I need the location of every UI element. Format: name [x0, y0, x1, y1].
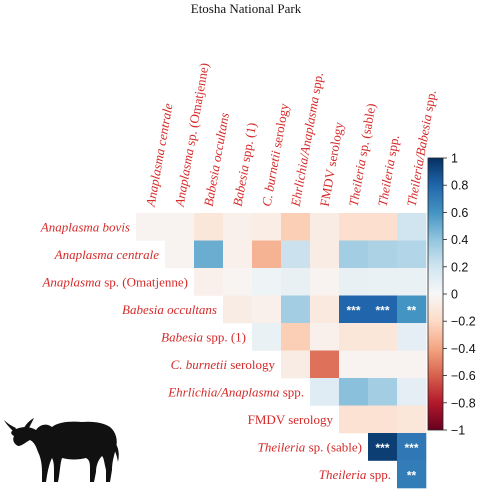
- colorbar-tick-label: 0.8: [451, 179, 468, 193]
- heatmap-cell: [397, 268, 427, 296]
- significance-markers: *** *** ***** *****: [346, 303, 418, 482]
- heatmap-cell: [310, 240, 340, 269]
- heatmap-cell: [339, 323, 369, 351]
- heatmap-cell: [223, 268, 253, 296]
- column-label: C. burnetii serology: [259, 102, 292, 208]
- heatmap-cell: [397, 378, 427, 406]
- heatmap-cell: [397, 213, 427, 241]
- colorbar-tick-label: 0: [451, 288, 458, 302]
- row-label: Theileria sp. (sable): [258, 439, 362, 454]
- heatmap-cells: [136, 213, 427, 489]
- heatmap-cell: [281, 268, 311, 296]
- significance-marker: ***: [404, 441, 418, 455]
- heatmap-cell: [194, 213, 224, 241]
- row-label: C. burnetii serology: [171, 357, 276, 372]
- colorbar: 1 0.8 0.6 0.4 0.2 0 −0.2 −0.4 −0.6 −0.8 −1: [427, 152, 476, 438]
- column-label: FMDV serology: [317, 120, 347, 207]
- row-label: Babesia occultans: [122, 302, 217, 317]
- column-label: Anaplasma centrale: [143, 102, 176, 209]
- column-label: Theileria sp. (sable): [346, 102, 379, 207]
- heatmap-cell: [223, 240, 253, 269]
- heatmap-cell: [281, 350, 311, 379]
- row-label: Ehrlichia/Anaplasma spp.: [167, 384, 304, 399]
- heatmap-cell: [368, 378, 398, 406]
- heatmap-cell: [310, 350, 340, 379]
- heatmap-cell: [136, 213, 166, 241]
- significance-marker: **: [407, 303, 417, 317]
- colorbar-tick-label: −0.2: [451, 315, 476, 329]
- heatmap-cell: [281, 240, 311, 269]
- colorbar-tick-label: 1: [451, 152, 458, 166]
- row-label: Theileria spp.: [319, 467, 391, 482]
- heatmap-cell: [281, 323, 311, 351]
- colorbar-tick-label: 0.6: [451, 206, 468, 220]
- heatmap-cell: [310, 295, 340, 324]
- heatmap-cell: [339, 350, 369, 379]
- row-label: Anaplasma centrale: [54, 247, 160, 262]
- heatmap-cell: [339, 405, 369, 434]
- wildebeest-silhouette-icon: [4, 418, 119, 482]
- heatmap-cell: [368, 433, 398, 461]
- heatmap-cell: [310, 213, 340, 241]
- heatmap-cell: [368, 213, 398, 241]
- heatmap-cell: [194, 240, 224, 269]
- chart-title: Etosha National Park: [191, 1, 302, 16]
- heatmap-cell: [194, 268, 224, 296]
- row-label: Anaplasma sp. (Omatjenne): [41, 274, 188, 289]
- heatmap-cell: [368, 405, 398, 434]
- heatmap-cell: [397, 240, 427, 269]
- heatmap-cell: [165, 213, 195, 241]
- significance-marker: ***: [375, 441, 389, 455]
- column-label: Theileria spp.: [375, 134, 402, 208]
- heatmap-cell: [252, 240, 282, 269]
- heatmap-cell: [310, 323, 340, 351]
- row-label: FMDV serology: [248, 412, 334, 427]
- heatmap-cell: [397, 295, 427, 324]
- heatmap-cell: [281, 213, 311, 241]
- column-label: Babesia spp. (1): [230, 121, 260, 207]
- colorbar-tick-label: −0.8: [451, 396, 476, 410]
- heatmap-cell: [397, 460, 427, 489]
- heatmap-cell: [223, 213, 253, 241]
- heatmap-cell: [397, 405, 427, 434]
- significance-marker: ***: [375, 303, 389, 317]
- heatmap-cell: [368, 323, 398, 351]
- significance-marker: **: [407, 468, 417, 482]
- row-label: Anaplasma bovis: [40, 219, 130, 234]
- heatmap-cell: [252, 213, 282, 241]
- colorbar-tick-label: −1: [451, 424, 465, 438]
- heatmap-cell: [339, 213, 369, 241]
- heatmap-cell: [310, 378, 340, 406]
- heatmap-cell: [397, 433, 427, 461]
- heatmap-cell: [252, 268, 282, 296]
- colorbar-tick-label: −0.6: [451, 369, 476, 383]
- colorbar-tick-label: 0.2: [451, 260, 468, 274]
- heatmap-cell: [368, 350, 398, 379]
- heatmap-cell: [252, 295, 282, 324]
- heatmap-cell: [281, 295, 311, 324]
- heatmap-cell: [339, 268, 369, 296]
- row-label: Babesia spp. (1): [161, 329, 246, 344]
- heatmap-cell: [339, 295, 369, 324]
- heatmap-cell: [165, 240, 195, 269]
- heatmap-cell: [339, 378, 369, 406]
- heatmap-cell: [310, 268, 340, 296]
- heatmap-cell: [368, 268, 398, 296]
- heatmap-cell: [397, 350, 427, 379]
- colorbar-tick-label: 0.4: [451, 233, 468, 247]
- heatmap-cell: [252, 323, 282, 351]
- significance-marker: ***: [346, 303, 360, 317]
- heatmap-cell: [368, 295, 398, 324]
- heatmap-cell: [223, 295, 253, 324]
- column-label: Babesia occultans: [201, 111, 232, 207]
- colorbar-tick-label: −0.4: [451, 342, 476, 356]
- colorbar-gradient: [427, 157, 444, 431]
- row-labels: Anaplasma bovis Anaplasma centrale Anaplas…: [40, 219, 391, 482]
- heatmap-cell: [368, 240, 398, 269]
- heatmap-cell: [339, 240, 369, 269]
- heatmap-cell: [397, 323, 427, 351]
